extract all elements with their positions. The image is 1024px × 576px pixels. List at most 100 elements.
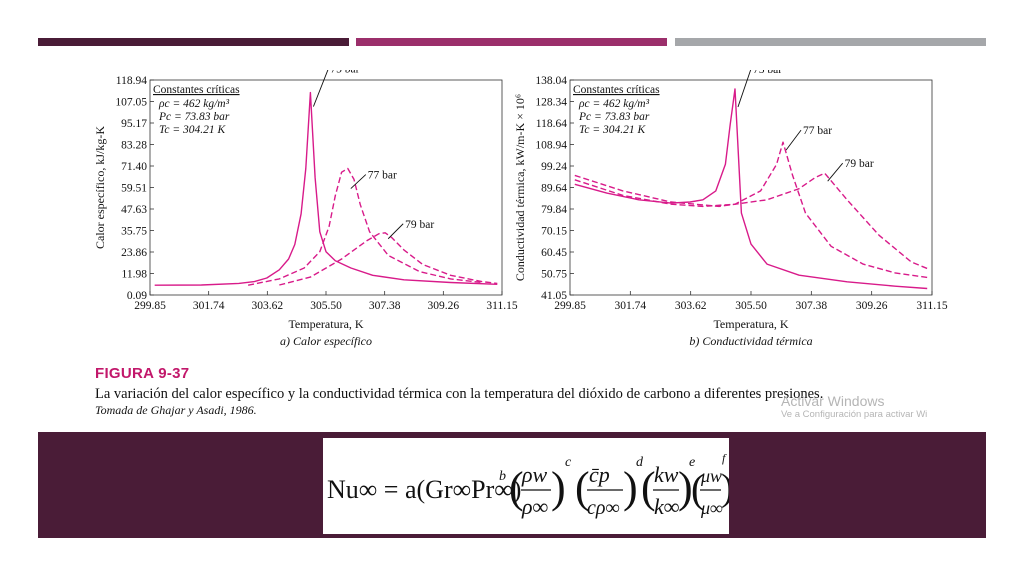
activation-watermark-subtitle: Ve a Configuración para activar Wi [781, 409, 928, 420]
formula-f2-num: c̄p [589, 462, 610, 487]
y-tick-label: 107.05 [115, 97, 147, 109]
legend-box-line: Pc = 73.83 bar [158, 111, 230, 123]
x-tick-label: 311.15 [916, 300, 947, 312]
series-label-arrow [387, 223, 404, 240]
legend-box-line: Tc = 304.21 K [579, 124, 646, 136]
x-tick-label: 303.62 [252, 300, 284, 312]
x-tick-label: 301.74 [193, 300, 225, 312]
series-line-75-bar [574, 88, 928, 290]
y-tick-label: 71.40 [121, 161, 147, 173]
legend-box-title: Constantes críticas [153, 84, 240, 96]
legend-box-title: Constantes críticas [573, 84, 660, 96]
x-axis-label: Temperatura, K [288, 317, 363, 331]
series-label-arrow [827, 162, 844, 182]
paren-left: ( [575, 463, 590, 512]
y-tick-label: 11.98 [122, 269, 148, 281]
formula-f1-num: ρw [521, 462, 548, 487]
paren-right: ) [551, 463, 566, 512]
x-tick-label: 303.62 [675, 300, 707, 312]
y-tick-label: 60.45 [541, 247, 567, 259]
figure-caption: La variación del calor específico y la c… [95, 386, 824, 402]
series-label: 77 bar [368, 170, 397, 182]
series-label-arrow [313, 70, 329, 107]
y-tick-label: 35.75 [121, 226, 147, 238]
y-tick-label: 50.75 [541, 269, 567, 281]
chart-specific-heat: 0.09 11.98 23.86 35.75 47.63 59.51 71.40 83.28 9… [93, 70, 518, 348]
header-bar-dark [38, 38, 349, 46]
series-line-77-bar [247, 167, 482, 286]
y-tick-label: 89.64 [541, 183, 567, 195]
series-label: 75 bar [753, 70, 782, 76]
y-tick-label: 0.09 [127, 290, 147, 302]
series-label: 79 bar [405, 219, 434, 231]
x-tick-label: 307.38 [369, 300, 401, 312]
legend-box-line: ρc = 462 kg/m³ [158, 98, 230, 110]
series-label-arrow [785, 129, 802, 151]
y-tick-label: 138.04 [535, 75, 567, 87]
formula-exp-d: d [636, 455, 644, 470]
y-axis-label: Conductividad térmica, kW/m-K × 10⁶ [513, 94, 527, 281]
formula-f1-den: ρ∞ [521, 494, 549, 519]
y-tick-label: 128.34 [535, 97, 567, 109]
y-tick-label: 83.28 [121, 140, 147, 152]
series-line-75-bar [154, 91, 498, 286]
x-tick-label: 305.50 [310, 300, 342, 312]
formula-f2-den: cρ∞ [587, 497, 620, 519]
series-line-79-bar [574, 172, 928, 270]
x-tick-label: 301.74 [615, 300, 647, 312]
x-tick-label: 299.85 [134, 300, 166, 312]
formula-exp-b: b [499, 469, 506, 484]
y-tick-label: 118.64 [536, 118, 567, 130]
formula-f3-den: k∞ [654, 494, 680, 519]
formula-lhs: Nu∞ = a(Gr∞Pr∞) [327, 475, 521, 504]
chart-subtitle: a) Calor específico [280, 334, 372, 348]
chart-subtitle: b) Conductividad térmica [689, 334, 812, 348]
series-label-arrow [350, 174, 367, 189]
paren-left: ( [641, 463, 656, 512]
legend-box-line: Tc = 304.21 K [159, 124, 226, 136]
y-tick-label: 41.05 [541, 290, 567, 302]
formula-exp-e: e [689, 455, 695, 470]
formula-f3-num: kw [654, 462, 679, 487]
x-tick-label: 309.26 [428, 300, 460, 312]
formula-f4-den: μ∞ [700, 498, 723, 518]
chart-thermal-conductivity: 41.05 50.75 60.45 70.15 79.84 89.64 99.24 108.9… [513, 70, 948, 348]
y-tick-label: 47.63 [121, 204, 147, 216]
nusselt-formula: Nu∞ = a(Gr∞Pr∞) b ( ρw ρ∞ ) c ( c̄p cρ∞ … [323, 438, 734, 534]
paren-right: ) [678, 463, 693, 512]
x-axis-label: Temperatura, K [713, 317, 788, 331]
x-tick-label: 299.85 [554, 300, 586, 312]
x-tick-label: 307.38 [796, 300, 828, 312]
y-axis-label: Calor específico, kJ/kg-K [93, 126, 107, 249]
y-tick-label: 118.94 [116, 75, 147, 87]
figure-label: FIGURA 9-37 [95, 365, 190, 382]
header-bar-gray [675, 38, 986, 46]
y-tick-label: 59.51 [121, 183, 147, 195]
paren-right: ) [721, 467, 729, 509]
series-label: 79 bar [845, 158, 874, 170]
y-tick-label: 99.24 [541, 161, 567, 173]
series-label: 77 bar [803, 125, 832, 137]
series-line-77-bar [574, 141, 928, 279]
series-label-arrow [737, 70, 752, 108]
activation-watermark-title: Activar Windows [781, 393, 885, 409]
y-tick-label: 70.15 [541, 226, 567, 238]
legend-box-line: ρc = 462 kg/m³ [578, 98, 650, 110]
formula-f4-num: μw [700, 466, 722, 486]
paren-left: ( [691, 466, 704, 511]
y-tick-label: 23.86 [121, 247, 147, 259]
formula-exp-f: f [722, 451, 727, 465]
y-tick-label: 95.17 [121, 118, 147, 130]
header-bar-magenta [356, 38, 667, 46]
series-label: 75 bar [330, 70, 359, 76]
paren-right: ) [623, 463, 638, 512]
y-tick-label: 79.84 [541, 204, 567, 216]
paren-left: ( [509, 463, 524, 512]
y-tick-label: 108.94 [535, 140, 567, 152]
x-tick-label: 309.26 [856, 300, 888, 312]
x-tick-label: 311.15 [486, 300, 517, 312]
figure-source: Tomada de Ghajar y Asadi, 1986. [95, 403, 257, 417]
x-tick-label: 305.50 [735, 300, 767, 312]
legend-box-line: Pc = 73.83 bar [578, 111, 650, 123]
formula-exp-c: c [565, 455, 572, 470]
